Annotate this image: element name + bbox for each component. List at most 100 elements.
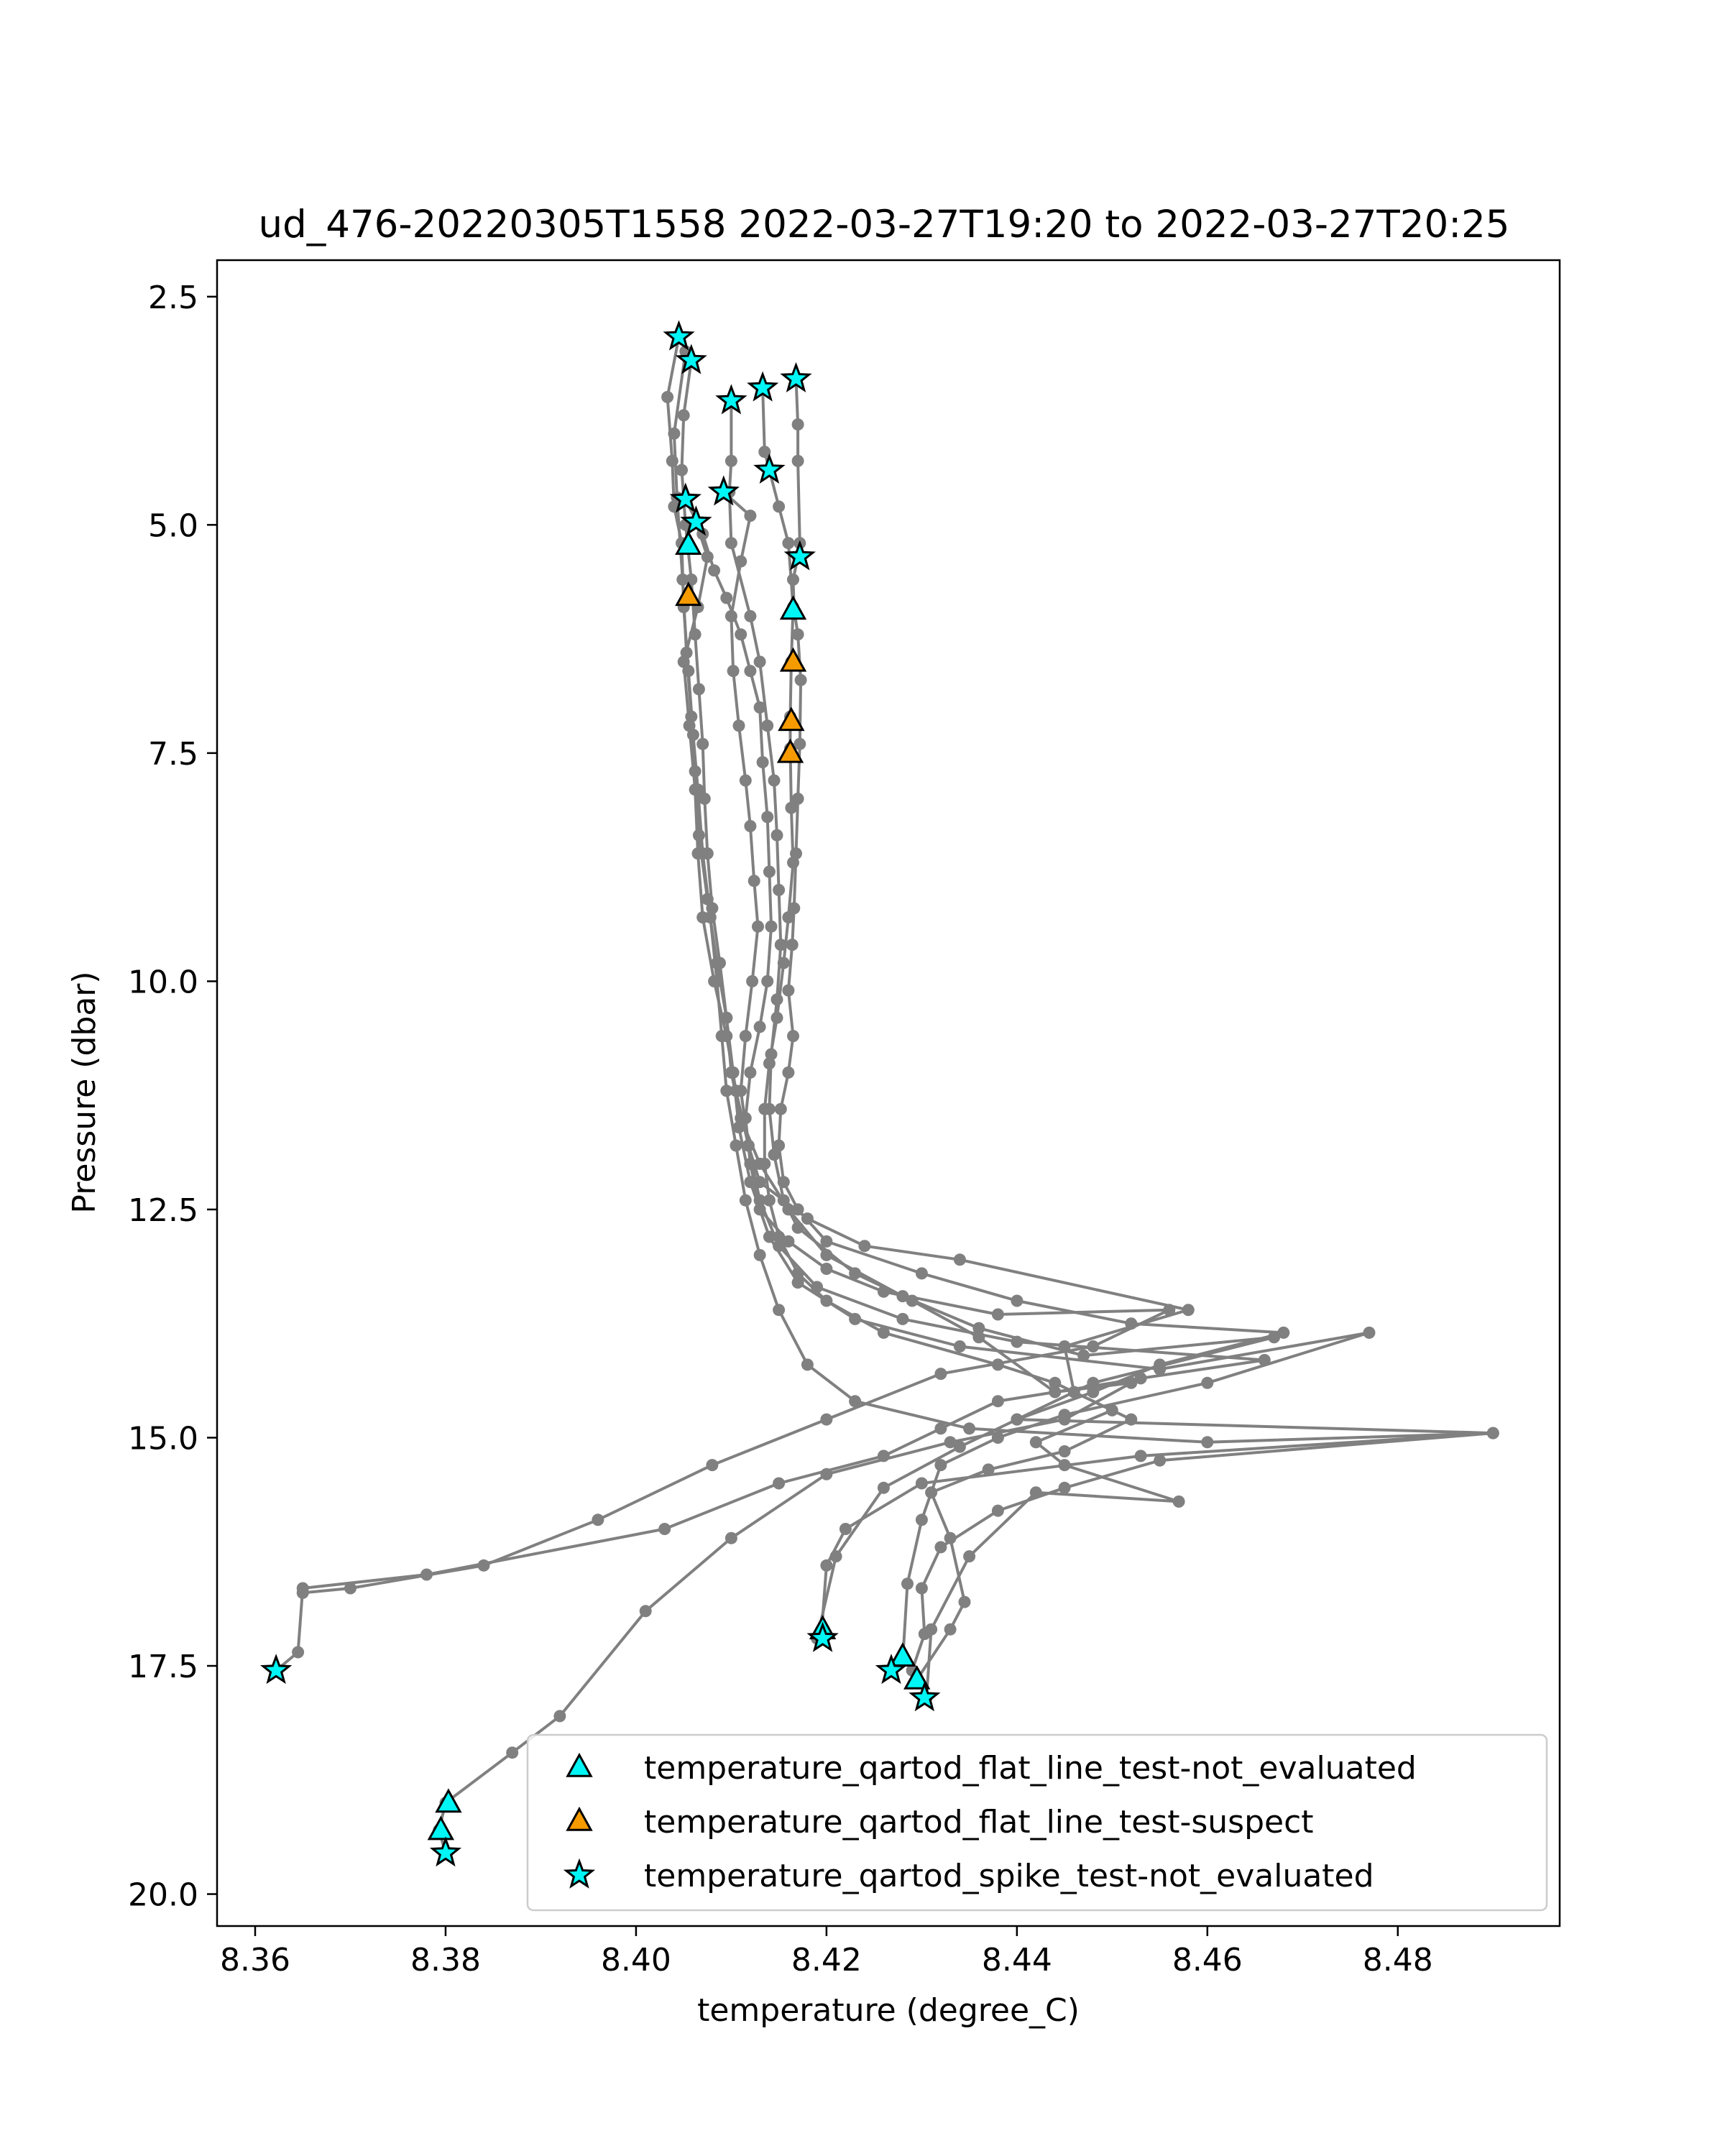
- profile-point: [1011, 1335, 1024, 1348]
- profile-point: [1201, 1376, 1214, 1389]
- spike-marker: [429, 1836, 462, 1867]
- profile-point: [1125, 1376, 1138, 1389]
- profile-point: [1172, 1495, 1185, 1508]
- profile-point: [676, 573, 689, 586]
- profile-point: [1087, 1340, 1100, 1353]
- profile-point: [692, 683, 705, 696]
- profile-point: [777, 1176, 790, 1189]
- profile-point: [820, 1294, 833, 1307]
- spike-marker: [707, 475, 740, 506]
- profile-point: [739, 1194, 752, 1207]
- profile-point: [934, 1459, 947, 1472]
- profile-point: [758, 1157, 771, 1170]
- profile-point: [972, 1322, 985, 1335]
- profile-point: [758, 1102, 771, 1115]
- profile-point: [963, 1550, 976, 1563]
- y-tick-label: 20.0: [128, 1877, 198, 1914]
- profile-point: [782, 537, 795, 550]
- profile-point: [906, 1294, 919, 1307]
- profile-point: [782, 1235, 795, 1248]
- x-tick-label: 8.38: [410, 1942, 481, 1978]
- profile-point: [696, 911, 709, 923]
- profile-point: [1125, 1317, 1138, 1330]
- x-tick-label: 8.46: [1172, 1942, 1243, 1978]
- profile-point: [773, 1230, 786, 1243]
- profile-point: [739, 1030, 752, 1043]
- profile-point: [1258, 1354, 1271, 1366]
- spike-marker: [260, 1654, 293, 1685]
- profile-point: [777, 957, 790, 969]
- profile-point: [925, 1486, 938, 1499]
- profile-point: [658, 1523, 671, 1535]
- profile-point: [918, 1628, 931, 1641]
- profile-point: [724, 609, 737, 622]
- profile-point: [1029, 1436, 1042, 1449]
- profile-point: [1105, 1404, 1118, 1416]
- profile-point: [761, 811, 774, 824]
- profile-point: [773, 1304, 786, 1317]
- profile-point: [744, 665, 757, 678]
- profile-point: [849, 1267, 862, 1280]
- flat-line-marker-1: [435, 1788, 462, 1813]
- profile-point: [820, 1413, 833, 1426]
- profile-point: [849, 1395, 862, 1408]
- x-tick-label: 8.48: [1363, 1942, 1433, 1978]
- profile-point: [944, 1623, 957, 1636]
- profile-point: [791, 628, 804, 641]
- profile-point: [791, 792, 804, 805]
- profile-point: [915, 1477, 928, 1490]
- profile-point: [753, 1021, 766, 1033]
- profile-point: [756, 756, 769, 769]
- profile-point: [296, 1586, 309, 1599]
- profile-point: [748, 875, 760, 888]
- profile-point: [706, 1459, 719, 1472]
- y-tick-label: 12.5: [128, 1192, 198, 1229]
- profile-point: [763, 1194, 776, 1207]
- profile-point: [692, 829, 705, 842]
- profile-point: [292, 1646, 305, 1659]
- profile-point: [915, 1582, 928, 1595]
- y-axis: 2.5 5.0 7.5 10.0 12.5 15.0 17.5 20.0: [128, 280, 217, 1914]
- profile-point: [820, 1263, 833, 1275]
- spike-marker: [908, 1681, 941, 1712]
- y-tick-label: 15.0: [128, 1420, 198, 1457]
- profile-point: [820, 1559, 833, 1572]
- profile-point: [1182, 1304, 1195, 1317]
- x-axis-label: temperature (degree_C): [697, 1992, 1080, 2029]
- x-tick-label: 8.44: [982, 1942, 1052, 1978]
- profile-point: [785, 801, 798, 814]
- profile-point: [708, 564, 721, 577]
- profile-point: [774, 1102, 787, 1115]
- profile-point: [877, 1481, 890, 1494]
- profile-point: [720, 1084, 733, 1097]
- profile-point: [768, 774, 781, 787]
- profile-point: [753, 1176, 766, 1189]
- profile-point: [770, 829, 783, 842]
- profile-point: [763, 865, 776, 878]
- profile-point: [711, 957, 723, 969]
- profile-point: [761, 719, 774, 732]
- profile-point: [801, 1358, 814, 1371]
- profile-point: [791, 1276, 804, 1289]
- profile-point: [991, 1504, 1004, 1517]
- spike-marker: [780, 361, 812, 392]
- profile-point: [791, 454, 804, 467]
- flat-line-marker-1: [675, 530, 702, 556]
- profile-point: [768, 1148, 781, 1161]
- legend-label: temperature_qartod_spike_test-not_evalua…: [644, 1858, 1374, 1894]
- profile-point: [753, 701, 766, 714]
- profile-point: [677, 409, 690, 422]
- legend-label: temperature_qartod_flat_line_test-not_ev…: [644, 1750, 1417, 1787]
- profile-point: [773, 500, 786, 513]
- flat-line-marker-2: [675, 581, 702, 607]
- profile-point: [915, 1514, 928, 1526]
- legend-label: temperature_qartod_flat_line_test-suspec…: [644, 1804, 1314, 1841]
- profile-point: [727, 665, 740, 678]
- profile-point: [724, 1531, 737, 1544]
- flat-line-marker-2: [779, 647, 807, 672]
- profile-point: [1154, 1454, 1167, 1467]
- flat-line-marker-2: [776, 738, 804, 763]
- profile-point: [972, 1331, 985, 1344]
- profile-point: [944, 1436, 957, 1449]
- profile-point: [791, 1221, 804, 1234]
